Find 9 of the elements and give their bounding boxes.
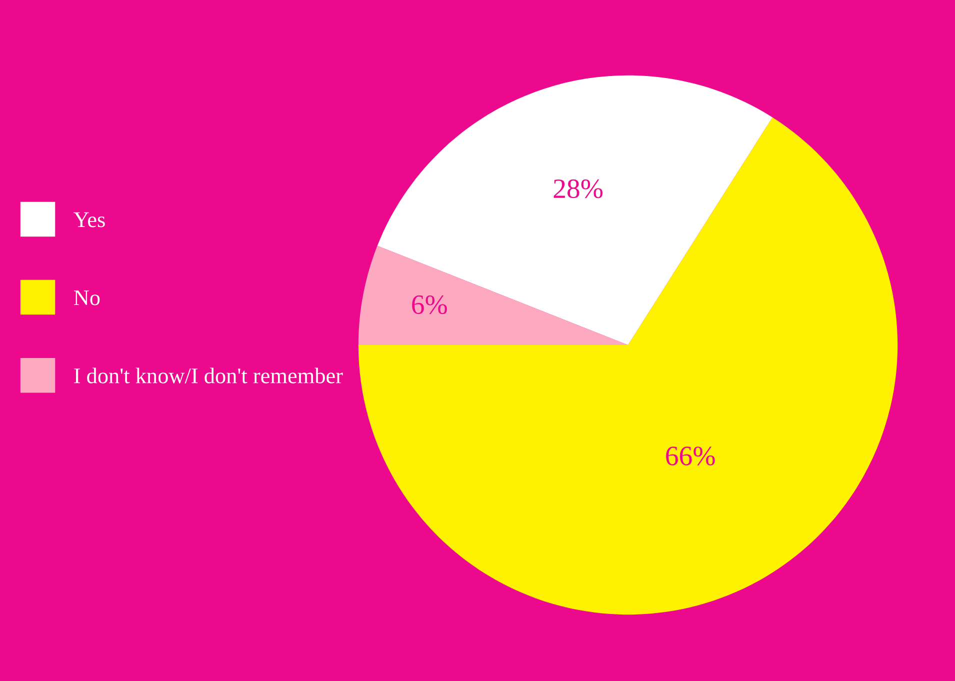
- legend-label: Yes: [74, 212, 105, 228]
- pie-slice: [358, 117, 898, 615]
- pie-slice: [358, 246, 628, 345]
- data-label: 66%: [666, 446, 715, 466]
- legend-label: No: [74, 290, 100, 306]
- legend-label: I don't know/I don't remember: [74, 368, 343, 384]
- pie-slice: [377, 75, 772, 345]
- data-label: 6%: [412, 295, 447, 314]
- data-label: 28%: [554, 179, 603, 198]
